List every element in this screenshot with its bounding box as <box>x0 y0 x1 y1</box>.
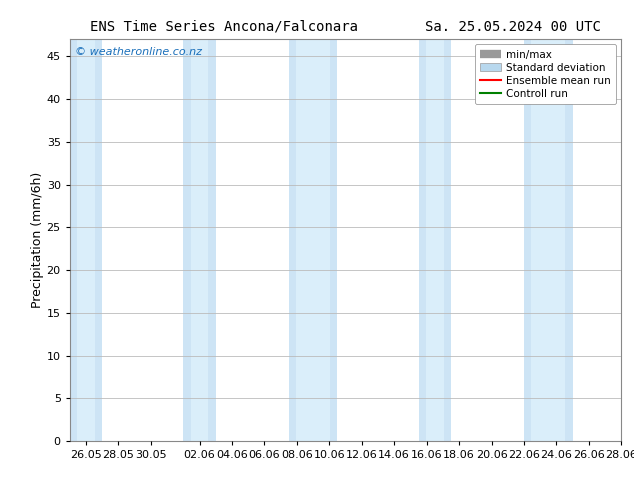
Y-axis label: Precipitation (mm/6h): Precipitation (mm/6h) <box>31 172 44 308</box>
Legend: min/max, Standard deviation, Ensemble mean run, Controll run: min/max, Standard deviation, Ensemble me… <box>475 45 616 104</box>
Bar <box>70 39 102 441</box>
Bar <box>77 39 95 441</box>
Bar <box>183 39 216 441</box>
Title: ENS Time Series Ancona/Falconara        Sa. 25.05.2024 00 UTC: ENS Time Series Ancona/Falconara Sa. 25.… <box>90 20 601 34</box>
Bar <box>418 39 451 441</box>
Bar <box>288 39 337 441</box>
Bar <box>426 39 444 441</box>
Text: © weatheronline.co.nz: © weatheronline.co.nz <box>75 47 202 57</box>
Bar <box>296 39 330 441</box>
Bar <box>531 39 566 441</box>
Bar <box>524 39 573 441</box>
Bar <box>191 39 209 441</box>
